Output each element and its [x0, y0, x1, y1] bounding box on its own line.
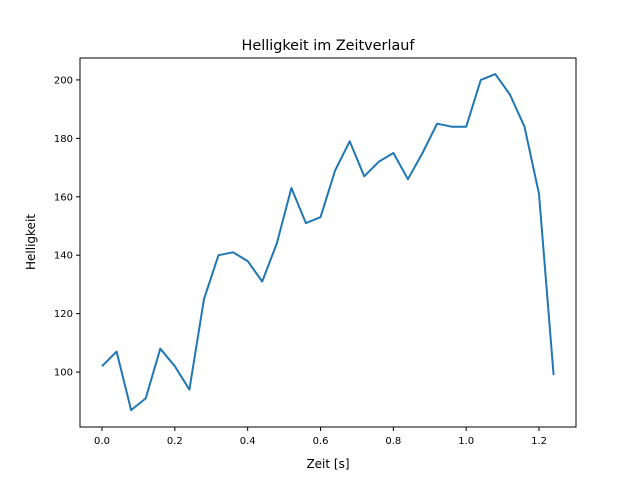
x-tick-label: 0.6 — [313, 436, 329, 447]
x-tick-label: 0.0 — [94, 436, 110, 447]
x-tick-label: 0.4 — [240, 436, 256, 447]
y-tick-label: 160 — [54, 192, 73, 203]
y-tick-label: 100 — [54, 368, 73, 379]
x-tick-label: 1.2 — [531, 436, 547, 447]
x-tick-label: 0.8 — [385, 436, 401, 447]
series-line-helligkeit — [101, 73, 555, 412]
y-tick-label: 120 — [54, 309, 73, 320]
x-axis-label: Zeit [s] — [306, 457, 349, 471]
y-tick-label: 180 — [54, 134, 73, 145]
x-tick-label: 1.0 — [458, 436, 474, 447]
x-tick-label: 0.2 — [167, 436, 183, 447]
y-tick-label: 140 — [54, 251, 73, 262]
y-tick-label: 200 — [54, 75, 73, 86]
chart-title: Helligkeit im Zeitverlauf — [242, 38, 416, 54]
y-axis-label: Helligkeit — [24, 214, 38, 270]
axes-frame — [79, 57, 577, 428]
